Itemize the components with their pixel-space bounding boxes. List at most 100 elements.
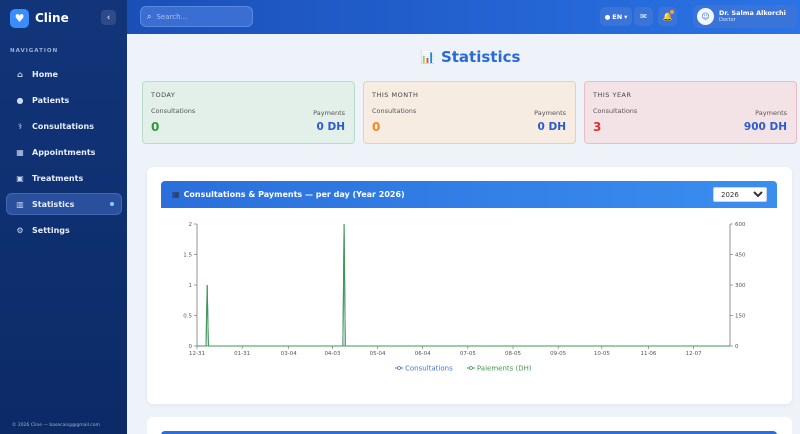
sidebar-item-label: Patients [32, 95, 70, 105]
card-label-payments: Payments [755, 109, 787, 117]
sidebar-item-consultations[interactable]: ⚕ Consultations [6, 115, 122, 137]
line-chart: 0 0.5 1 1.5 2 0 150 300 450 600 12-31 01-31 03-04 04-… [183, 222, 746, 373]
globe-icon: ● [604, 12, 611, 21]
x-tick-label: 09-05 [550, 351, 566, 357]
x-tick-label: 04-03 [324, 351, 340, 357]
briefcase-icon: ▣ [16, 173, 24, 183]
notifications-button[interactable]: 🔔 [658, 7, 677, 26]
card-label-consultations: Consultations [151, 107, 196, 115]
calendar-icon: ▦ [16, 147, 24, 157]
sidebar-item-patients[interactable]: ● Patients [6, 89, 122, 111]
page-title: 📊 Statistics [420, 48, 520, 66]
home-icon: ⌂ [17, 69, 23, 79]
sidebar-item-label: Treatments [32, 173, 84, 183]
x-tick-label: 12-07 [686, 351, 702, 357]
sidebar-item-appointments[interactable]: ▦ Appointments [6, 141, 122, 163]
card-title: TODAY [151, 91, 176, 99]
stat-card-month: THIS MONTH Consultations Payments 0 0 DH [363, 81, 576, 144]
sidebar-item-treatments[interactable]: ▣ Treatments [6, 167, 122, 189]
card-value-payments: 900 DH [743, 121, 787, 133]
page-title-text: Statistics [440, 48, 521, 66]
second-panel-header [161, 431, 777, 434]
card-label-consultations: Consultations [372, 107, 417, 115]
x-tick-label: 01-31 [234, 351, 250, 357]
x-tick-label: 12-31 [189, 351, 205, 357]
series-line-consultations [197, 223, 730, 347]
right-tick-label: 600 [735, 222, 746, 228]
x-tick-label: 07-05 [460, 351, 476, 357]
card-title: THIS MONTH [372, 91, 419, 99]
left-tick-label: 1 [189, 283, 193, 289]
x-tick-label: 03-04 [281, 351, 297, 357]
year-select[interactable]: 2026 [713, 187, 767, 202]
left-tick-label: 0 [189, 344, 193, 350]
x-tick-label: 08-05 [505, 351, 521, 357]
messages-button[interactable]: ✉ [634, 7, 653, 26]
legend-marker [468, 366, 473, 370]
user-name: Dr. Salma Alkorchi [719, 9, 786, 17]
x-tick-label: 06-04 [415, 351, 431, 357]
user-menu[interactable]: ☺ Dr. Salma Alkorchi Doctor [693, 5, 797, 28]
x-tick-label: 10-05 [594, 351, 610, 357]
card-value-payments: 0 DH [537, 121, 566, 133]
right-tick-label: 300 [735, 283, 746, 289]
stat-card-today: TODAY Consultations Payments 0 0 DH [142, 81, 355, 144]
legend-marker [397, 366, 401, 370]
left-tick-label: 1.5 [183, 253, 192, 259]
chart-icon: ▥ [16, 199, 24, 209]
second-panel [147, 417, 792, 434]
sidebar-item-statistics[interactable]: ▥ Statistics [6, 193, 122, 215]
collapse-sidebar-button[interactable]: ‹ [101, 10, 116, 25]
avatar: ☺ [697, 8, 714, 25]
card-value-consultations: 3 [593, 120, 602, 134]
bell-icon: 🔔 [662, 12, 673, 21]
card-label-payments: Payments [313, 109, 345, 117]
card-value-payments: 0 DH [316, 121, 345, 133]
legend-label: Consultations [405, 365, 453, 373]
left-tick-label: 2 [189, 222, 193, 228]
chart-panel: ▦ Consultations & Payments — per day (Ye… [147, 167, 792, 404]
users-icon: ● [16, 95, 24, 105]
sidebar-item-label: Statistics [32, 199, 75, 209]
card-label-consultations: Consultations [593, 107, 638, 115]
sidebar-item-settings[interactable]: ⚙ Settings [6, 219, 122, 241]
sidebar-item-label: Appointments [32, 147, 96, 157]
sidebar-footer: © 2026 Cline — basecaisg@gmail.com [12, 423, 100, 428]
envelope-icon: ✉ [640, 12, 647, 21]
sidebar-item-label: Settings [32, 225, 70, 235]
sidebar-item-label: Home [32, 69, 58, 79]
app-name: Cline [35, 11, 69, 25]
chart-title: Consultations & Payments — per day (Year… [183, 190, 405, 199]
card-value-consultations: 0 [372, 120, 381, 134]
right-tick-label: 0 [735, 344, 739, 350]
stethoscope-icon: ⚕ [17, 121, 23, 131]
gear-icon: ⚙ [16, 225, 24, 235]
search-input[interactable] [156, 12, 237, 21]
brand[interactable]: ♥ Cline [10, 8, 69, 28]
x-tick-label: 05-04 [370, 351, 386, 357]
x-tick-label: 11-06 [640, 351, 656, 357]
nav-section-title: NAVIGATION [10, 48, 59, 54]
language-selector[interactable]: ● EN ▾ [600, 7, 632, 26]
caret-down-icon: ▾ [624, 12, 628, 21]
language-label: EN [612, 12, 623, 21]
sidebar-item-home[interactable]: ⌂ Home [6, 63, 122, 85]
heart-icon: ♥ [10, 8, 29, 28]
stat-card-year: THIS YEAR Consultations Payments 3 900 D… [584, 81, 797, 144]
user-role: Doctor [719, 17, 736, 23]
notification-dot [670, 10, 674, 14]
card-label-payments: Payments [534, 109, 566, 117]
card-value-consultations: 0 [151, 120, 160, 134]
sidebar-item-label: Consultations [32, 121, 95, 131]
legend-label: Paiements (DH) [477, 365, 532, 373]
card-title: THIS YEAR [593, 91, 632, 99]
left-tick-label: 0.5 [183, 314, 192, 320]
sidebar: ♥ Cline ‹ NAVIGATION ⌂ Home ● Patients ⚕… [0, 0, 127, 434]
search-box[interactable]: ⌕ [140, 6, 253, 27]
right-tick-label: 150 [735, 314, 746, 320]
top-header: ⌕ ● EN ▾ ✉ 🔔 ☺ Dr. Salma Alkorchi Doctor [127, 0, 800, 34]
chart-header: ▦ Consultations & Payments — per day (Ye… [161, 181, 777, 208]
bar-chart-icon: 📊 [420, 50, 435, 64]
right-tick-label: 450 [735, 253, 746, 259]
series-line-payments [197, 223, 730, 347]
